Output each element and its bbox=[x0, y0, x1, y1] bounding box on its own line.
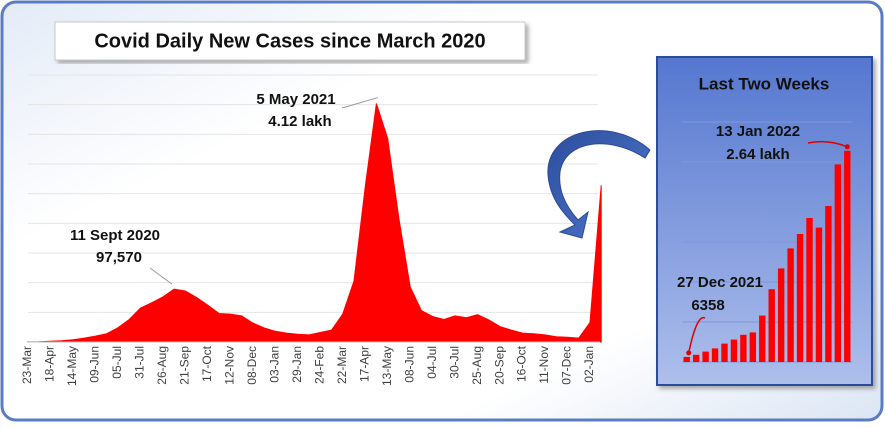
area bbox=[27, 103, 602, 343]
bar bbox=[749, 332, 757, 362]
bar bbox=[806, 218, 813, 362]
x-tick-label: 18-Apr bbox=[43, 346, 57, 382]
annotation-label: 5 May 2021 bbox=[256, 91, 335, 108]
main-plot: 23-Mar 18-Apr 14-May 09-Jun 05-Jul 31-Jul 26-A… bbox=[20, 74, 602, 386]
x-tick-label: 14-May bbox=[65, 346, 79, 386]
x-tick-label: 17-Oct bbox=[200, 345, 214, 382]
bar bbox=[683, 356, 690, 362]
bar bbox=[796, 234, 804, 362]
x-tick-label: 17-Apr bbox=[357, 346, 371, 382]
annotation-arrow bbox=[807, 140, 848, 148]
bar bbox=[730, 339, 738, 362]
inset-title: Last Two Weeks bbox=[699, 74, 830, 93]
chart-title: Covid Daily New Cases since March 2020 bbox=[94, 30, 485, 52]
bar bbox=[825, 206, 832, 362]
inset-plot: 27 Dec 2021 6358 13 Jan 2022 2.64 lakh bbox=[677, 121, 852, 363]
arrow-head bbox=[686, 350, 692, 356]
x-tick-label: 21-Sep bbox=[178, 346, 192, 385]
bar bbox=[740, 334, 747, 362]
x-tick-label: 25-Aug bbox=[470, 346, 484, 385]
bar bbox=[844, 150, 851, 362]
bar bbox=[768, 289, 775, 362]
annotation-value: 2.64 lakh bbox=[726, 146, 789, 163]
x-tick-label: 04-Jul bbox=[425, 346, 439, 379]
bar bbox=[692, 354, 700, 362]
bar bbox=[721, 343, 728, 362]
x-tick-label: 23-Mar bbox=[20, 346, 34, 384]
x-tick-label: 09-Jun bbox=[88, 346, 102, 383]
title-box bbox=[54, 21, 526, 61]
bar bbox=[777, 268, 785, 362]
x-tick-label: 11-Nov bbox=[537, 346, 551, 384]
x-tick-label: 24-Feb bbox=[312, 346, 326, 384]
annotation-label: 27 Dec 2021 bbox=[677, 274, 763, 291]
bar bbox=[815, 227, 823, 362]
bar bbox=[702, 351, 709, 362]
x-tick-label: 12-Nov bbox=[222, 346, 236, 385]
bar bbox=[834, 164, 842, 362]
x-tick-label: 16-Oct bbox=[515, 345, 529, 382]
x-tick-label: 03-Jan bbox=[267, 346, 281, 383]
x-tick-label: 07-Dec bbox=[560, 346, 574, 385]
annotation-leader bbox=[149, 267, 173, 285]
x-tick-label: 26-Aug bbox=[155, 346, 169, 385]
arrow-head bbox=[844, 144, 850, 150]
annotation-leader bbox=[341, 97, 379, 109]
annotation-label: 11 Sept 2020 bbox=[70, 227, 160, 244]
annotation-label: 13 Jan 2022 bbox=[716, 123, 800, 140]
x-tick-label: 13-May bbox=[380, 346, 394, 386]
x-tick-label: 22-Mar bbox=[335, 346, 349, 384]
x-tick-label: 29-Jan bbox=[290, 346, 304, 383]
bar bbox=[787, 248, 794, 362]
x-tick-label: 20-Sep bbox=[492, 346, 506, 385]
annotation-value: 97,570 bbox=[96, 249, 142, 266]
bar bbox=[711, 348, 719, 362]
x-tick-label: 31-Jul bbox=[133, 346, 147, 379]
annotation-value: 4.12 lakh bbox=[268, 113, 331, 130]
x-tick-label: 08-Jun bbox=[402, 346, 416, 383]
x-tick-label: 30-Jul bbox=[447, 346, 461, 379]
annotation-arrow bbox=[687, 316, 706, 354]
x-tick-label: 02-Jan bbox=[582, 346, 596, 383]
annotation-value: 6358 bbox=[691, 297, 724, 314]
pointer-arrow bbox=[547, 130, 651, 239]
x-tick-label: 08-Dec bbox=[245, 346, 259, 385]
bar bbox=[759, 315, 766, 362]
x-tick-label: 05-Jul bbox=[110, 346, 124, 379]
